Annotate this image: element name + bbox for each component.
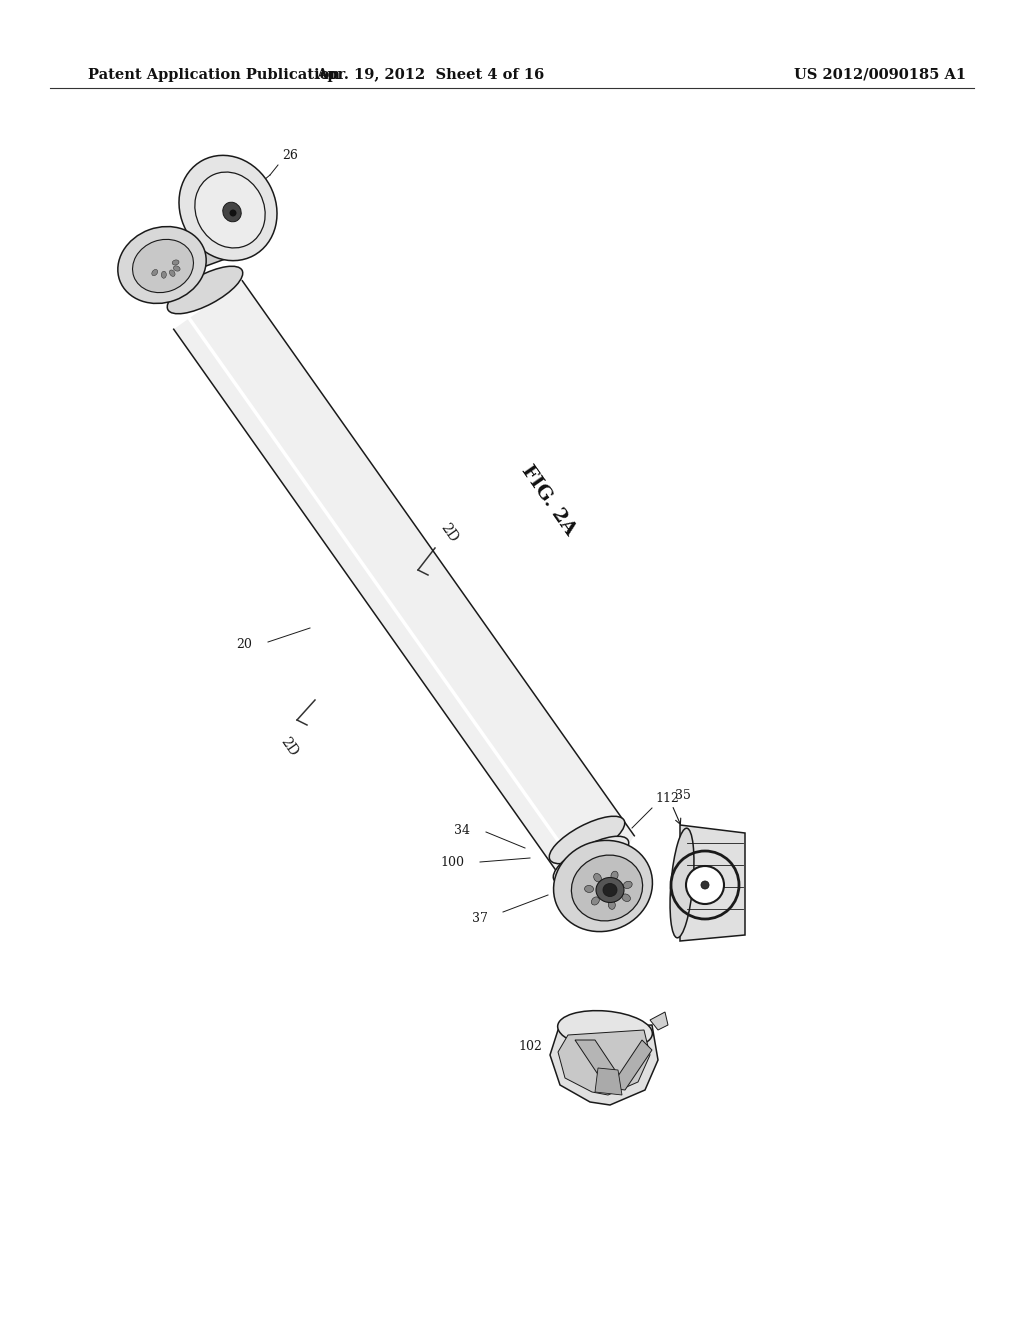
Text: 26: 26 <box>282 149 298 162</box>
Ellipse shape <box>223 202 242 222</box>
Text: 2D: 2D <box>438 521 461 545</box>
Polygon shape <box>680 825 745 941</box>
Ellipse shape <box>585 886 594 892</box>
Ellipse shape <box>553 837 629 884</box>
Text: 100: 100 <box>440 855 464 869</box>
Ellipse shape <box>169 271 175 276</box>
Polygon shape <box>550 1026 658 1105</box>
Ellipse shape <box>622 894 631 902</box>
Polygon shape <box>650 1012 668 1030</box>
Ellipse shape <box>173 265 180 271</box>
Ellipse shape <box>701 880 709 888</box>
Ellipse shape <box>118 227 206 304</box>
Ellipse shape <box>596 878 624 903</box>
Ellipse shape <box>594 874 601 882</box>
Ellipse shape <box>132 239 194 293</box>
Text: 102: 102 <box>518 1040 542 1052</box>
Ellipse shape <box>549 816 625 863</box>
Ellipse shape <box>624 882 632 888</box>
Ellipse shape <box>554 841 652 932</box>
Ellipse shape <box>686 866 724 904</box>
Text: FIG. 2A: FIG. 2A <box>517 462 579 539</box>
Ellipse shape <box>611 871 618 880</box>
Ellipse shape <box>172 260 179 265</box>
Polygon shape <box>595 1068 622 1096</box>
Polygon shape <box>188 235 230 271</box>
Text: Patent Application Publication: Patent Application Publication <box>88 69 340 82</box>
Polygon shape <box>174 281 634 884</box>
Polygon shape <box>610 1040 652 1090</box>
Ellipse shape <box>670 828 694 937</box>
Ellipse shape <box>152 269 158 276</box>
Text: 112: 112 <box>655 792 679 805</box>
Ellipse shape <box>592 896 599 906</box>
Ellipse shape <box>195 172 265 248</box>
Text: 37: 37 <box>472 912 488 924</box>
Polygon shape <box>558 1030 650 1096</box>
Text: 2D: 2D <box>278 735 301 759</box>
Ellipse shape <box>162 271 166 279</box>
Polygon shape <box>556 836 634 899</box>
Text: US 2012/0090185 A1: US 2012/0090185 A1 <box>794 69 966 82</box>
Text: 20: 20 <box>237 638 252 651</box>
Text: 34: 34 <box>454 824 470 837</box>
Ellipse shape <box>167 267 243 314</box>
Ellipse shape <box>571 855 643 921</box>
Ellipse shape <box>603 883 617 896</box>
Ellipse shape <box>229 210 237 216</box>
Ellipse shape <box>179 156 278 260</box>
Text: 35: 35 <box>675 789 691 803</box>
Polygon shape <box>575 1040 615 1085</box>
Ellipse shape <box>608 900 615 909</box>
Text: Apr. 19, 2012  Sheet 4 of 16: Apr. 19, 2012 Sheet 4 of 16 <box>315 69 544 82</box>
Ellipse shape <box>558 1011 652 1049</box>
